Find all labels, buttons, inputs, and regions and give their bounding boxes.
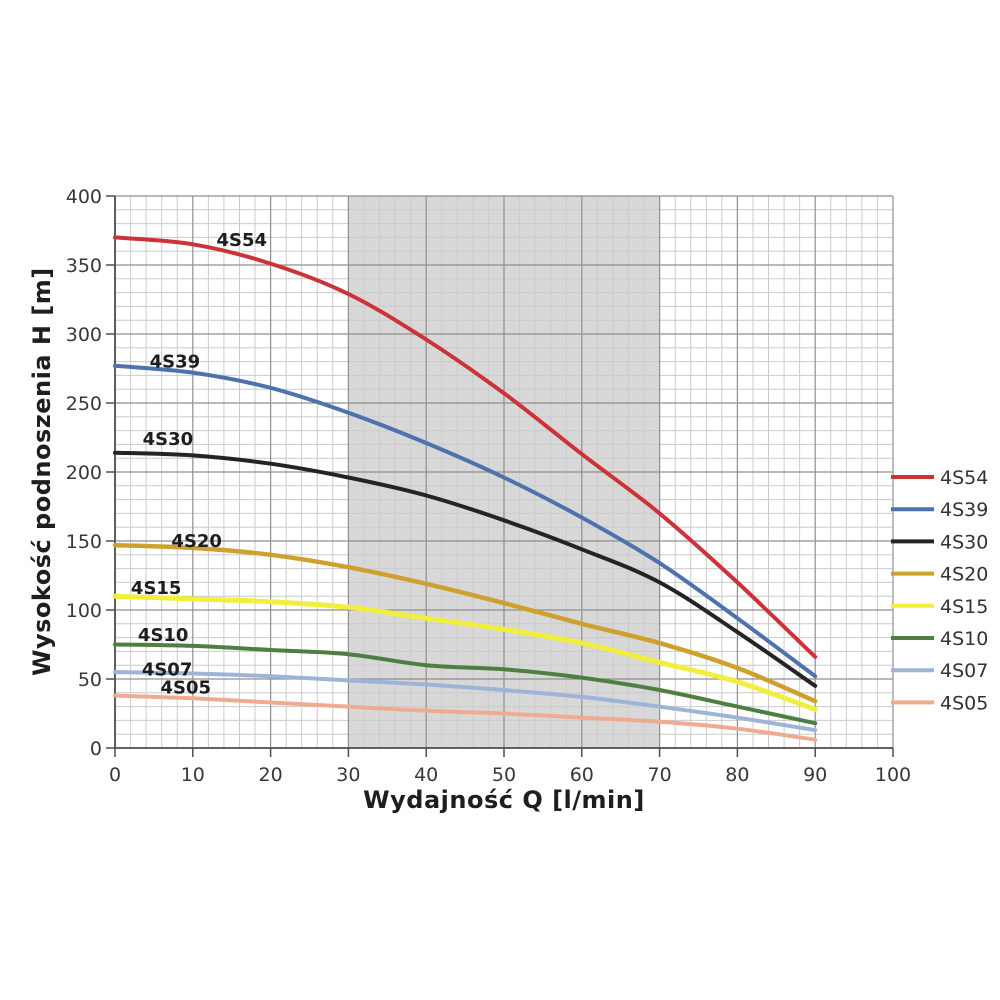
curve-4S07 <box>113 670 818 733</box>
y-tick-labels: 0 50 100 150 200 250 300 350 400 <box>66 186 102 760</box>
x-tick-label: 30 <box>336 764 360 786</box>
legend-label-4S07: 4S07 <box>940 660 988 682</box>
legend-label-4S15: 4S15 <box>940 596 988 618</box>
legend-item-4S10: 4S10 <box>891 628 988 650</box>
curve-label-4S10: 4S10 <box>138 625 189 646</box>
legend-item-4S54: 4S54 <box>891 467 988 489</box>
legend-item-4S05: 4S05 <box>891 692 988 714</box>
legend-item-4S39: 4S39 <box>891 499 988 521</box>
y-tick-label: 250 <box>66 393 102 415</box>
legend-label-4S10: 4S10 <box>940 628 988 650</box>
y-tick-label: 150 <box>66 531 102 553</box>
legend-label-4S05: 4S05 <box>940 692 988 714</box>
curve-4S05 <box>113 693 818 742</box>
x-tick-label: 70 <box>648 764 672 786</box>
legend: 4S54 4S39 4S30 4S20 4S15 4S10 4S07 4S05 <box>891 467 988 714</box>
y-tick-label: 400 <box>66 186 102 208</box>
x-tick-label: 80 <box>725 764 749 786</box>
y-tick-label: 350 <box>66 255 102 277</box>
y-tick-label: 100 <box>66 600 102 622</box>
x-tick-label: 10 <box>181 764 205 786</box>
x-tick-label: 20 <box>259 764 283 786</box>
curve-4S30 <box>113 450 818 688</box>
x-tick-label: 100 <box>875 764 911 786</box>
curve-4S39 <box>113 363 818 679</box>
x-tick-label: 40 <box>414 764 438 786</box>
legend-item-4S30: 4S30 <box>891 531 988 553</box>
curve-label-4S15: 4S15 <box>131 578 182 599</box>
x-tick-labels: 0 10 20 30 40 50 60 70 80 90 100 <box>109 764 911 786</box>
major-grid <box>114 195 894 749</box>
y-axis-title: Wysokość podnoszenia H [m] <box>28 267 56 677</box>
legend-item-4S07: 4S07 <box>891 660 988 682</box>
curve-4S54 <box>113 235 818 659</box>
axes <box>106 195 894 757</box>
x-tick-label: 90 <box>803 764 827 786</box>
curve-label-4S39: 4S39 <box>150 352 201 373</box>
legend-label-4S54: 4S54 <box>940 467 988 489</box>
curve-label-4S20: 4S20 <box>171 531 222 552</box>
y-tick-label: 0 <box>90 738 102 760</box>
curve-4S10 <box>113 642 818 726</box>
y-tick-label: 50 <box>78 669 102 691</box>
y-tick-label: 300 <box>66 324 102 346</box>
curves <box>112 235 818 742</box>
y-tick-label: 200 <box>66 462 102 484</box>
curve-label-4S54: 4S54 <box>217 230 268 251</box>
curve-4S15 <box>112 593 818 712</box>
legend-label-4S30: 4S30 <box>940 531 988 553</box>
x-tick-label: 0 <box>109 764 121 786</box>
curve-label-4S30: 4S30 <box>143 429 194 450</box>
legend-label-4S39: 4S39 <box>940 499 988 521</box>
x-axis-title: Wydajność Q [l/min] <box>363 786 645 814</box>
curve-4S20 <box>112 542 818 704</box>
x-tick-label: 50 <box>492 764 516 786</box>
legend-label-4S20: 4S20 <box>940 564 988 586</box>
x-tick-label: 60 <box>570 764 594 786</box>
curve-label-4S07: 4S07 <box>142 659 193 680</box>
legend-item-4S20: 4S20 <box>891 564 988 586</box>
curve-label-4S05: 4S05 <box>161 677 212 698</box>
legend-item-4S15: 4S15 <box>891 596 988 618</box>
